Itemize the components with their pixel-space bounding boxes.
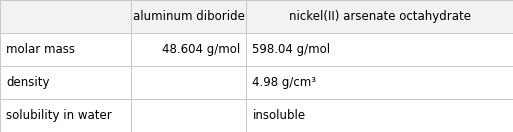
Bar — [131, 33, 246, 66]
Text: insoluble: insoluble — [252, 109, 306, 122]
Bar — [0, 99, 131, 132]
Bar — [0, 0, 131, 33]
Bar — [246, 99, 513, 132]
Bar — [0, 33, 131, 66]
Text: 48.604 g/mol: 48.604 g/mol — [162, 43, 240, 56]
Bar — [246, 66, 513, 99]
Text: molar mass: molar mass — [6, 43, 75, 56]
Bar — [131, 0, 246, 33]
Text: 4.98 g/cm³: 4.98 g/cm³ — [252, 76, 317, 89]
Text: aluminum diboride: aluminum diboride — [132, 10, 245, 23]
Text: nickel(II) arsenate octahydrate: nickel(II) arsenate octahydrate — [289, 10, 470, 23]
Bar — [246, 33, 513, 66]
Bar — [131, 66, 246, 99]
Text: solubility in water: solubility in water — [6, 109, 112, 122]
Bar — [0, 66, 131, 99]
Text: density: density — [6, 76, 50, 89]
Text: 598.04 g/mol: 598.04 g/mol — [252, 43, 330, 56]
Bar — [246, 0, 513, 33]
Bar — [131, 99, 246, 132]
